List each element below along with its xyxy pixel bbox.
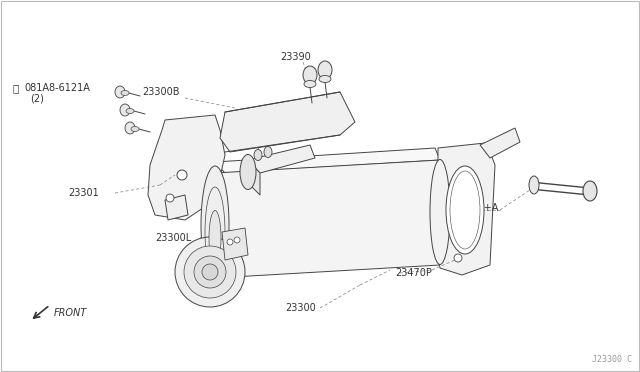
Polygon shape <box>222 228 248 260</box>
Ellipse shape <box>319 76 331 83</box>
Circle shape <box>194 256 226 288</box>
Polygon shape <box>248 160 260 195</box>
Polygon shape <box>220 92 355 152</box>
Ellipse shape <box>201 166 229 284</box>
Ellipse shape <box>121 90 129 96</box>
Ellipse shape <box>303 66 317 84</box>
Circle shape <box>177 170 187 180</box>
Ellipse shape <box>318 61 332 79</box>
Circle shape <box>184 246 236 298</box>
Ellipse shape <box>264 147 272 157</box>
Circle shape <box>234 237 240 243</box>
Ellipse shape <box>304 80 316 87</box>
Circle shape <box>166 194 174 202</box>
Ellipse shape <box>254 150 262 160</box>
Text: 081A8-6121A: 081A8-6121A <box>24 83 90 93</box>
Polygon shape <box>438 143 495 275</box>
Ellipse shape <box>131 126 139 131</box>
Polygon shape <box>148 115 225 220</box>
Text: 23300L: 23300L <box>155 233 191 243</box>
Ellipse shape <box>529 176 539 194</box>
Polygon shape <box>215 148 440 173</box>
Ellipse shape <box>126 109 134 113</box>
Text: 23390: 23390 <box>280 52 311 62</box>
Ellipse shape <box>430 160 450 264</box>
Text: 23470P: 23470P <box>395 268 432 278</box>
Text: (2): (2) <box>30 93 44 103</box>
Circle shape <box>175 237 245 307</box>
Text: Ⓑ: Ⓑ <box>12 83 19 93</box>
Ellipse shape <box>446 166 484 254</box>
Polygon shape <box>165 195 188 220</box>
Ellipse shape <box>240 154 256 189</box>
Text: J23300 C: J23300 C <box>592 355 632 364</box>
Text: 23300: 23300 <box>285 303 316 313</box>
Ellipse shape <box>125 122 135 134</box>
Ellipse shape <box>115 86 125 98</box>
Polygon shape <box>215 160 440 278</box>
Polygon shape <box>480 128 520 158</box>
Text: 23300B: 23300B <box>142 87 179 97</box>
Circle shape <box>454 254 462 262</box>
Text: 23301: 23301 <box>68 188 99 198</box>
Text: 23390+A: 23390+A <box>453 203 499 213</box>
Ellipse shape <box>583 181 597 201</box>
Ellipse shape <box>209 211 221 266</box>
Text: FRONT: FRONT <box>54 308 87 318</box>
Ellipse shape <box>120 104 130 116</box>
Circle shape <box>202 264 218 280</box>
Polygon shape <box>248 145 315 173</box>
Circle shape <box>227 239 233 245</box>
